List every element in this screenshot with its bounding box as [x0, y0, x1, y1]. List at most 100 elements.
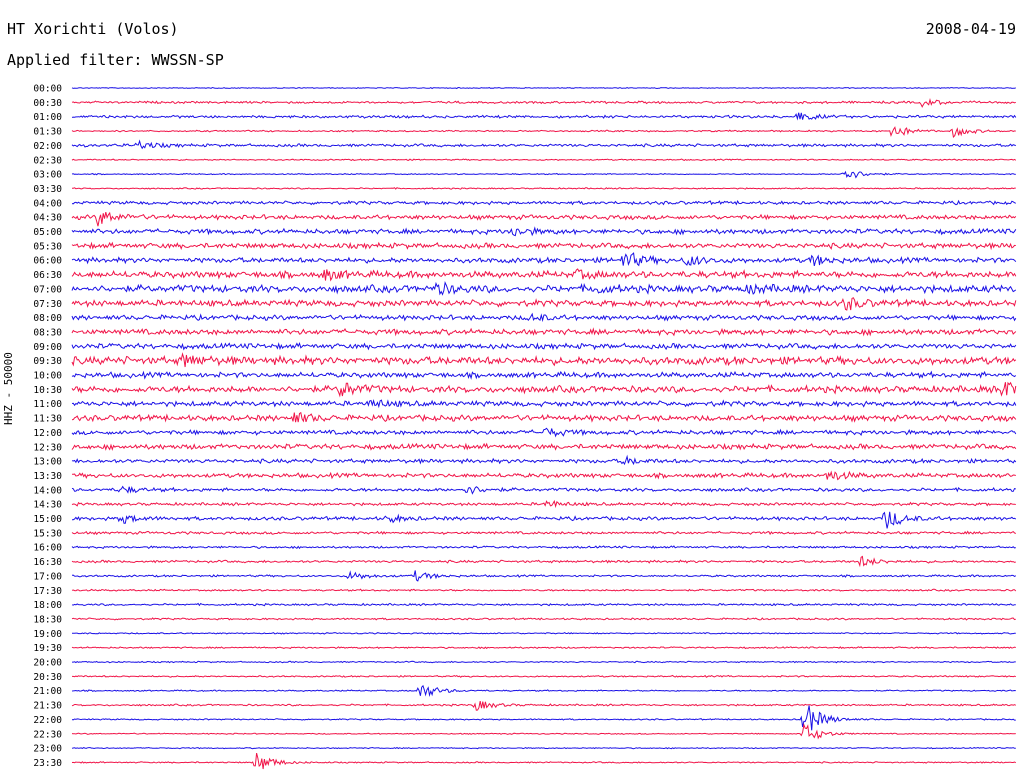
trace-line: [71, 112, 1017, 121]
trace-line: [72, 674, 1016, 678]
trace-line: [71, 170, 1016, 179]
trace-line: [71, 187, 1016, 190]
trace-line: [71, 281, 1017, 296]
time-tick-label: 00:00: [33, 84, 62, 95]
time-tick-label: 05:30: [33, 241, 62, 252]
time-tick-label: 08:00: [33, 313, 62, 324]
trace-line: [71, 158, 1017, 162]
time-tick-label: 17:00: [33, 571, 62, 582]
time-tick-label: 16:30: [33, 557, 62, 568]
trace-line: [71, 199, 1017, 206]
time-tick-label: 23:00: [33, 744, 62, 755]
time-tick-label: 00:30: [33, 98, 62, 109]
seismic-traces: [71, 86, 1017, 770]
time-tick-label: 06:30: [33, 270, 62, 281]
time-tick-label: 17:30: [33, 586, 62, 597]
time-tick-label: 15:30: [33, 528, 62, 539]
time-tick-label: 08:30: [33, 327, 62, 338]
time-tick-label: 13:30: [33, 471, 62, 482]
trace-line: [71, 341, 1017, 351]
trace-line: [71, 570, 1017, 582]
trace-line: [71, 411, 1017, 423]
trace-line: [71, 252, 1017, 267]
trace-line: [71, 241, 1016, 251]
time-tick-label: 09:00: [33, 342, 62, 353]
trace-line: [71, 632, 1016, 635]
time-tick-label: 20:30: [33, 672, 62, 683]
time-tick-label: 04:00: [33, 198, 62, 209]
trace-line: [71, 297, 1017, 311]
time-tick-label: 16:00: [33, 543, 62, 554]
trace-line: [71, 646, 1016, 650]
trace-line: [71, 545, 1016, 550]
date-label: 2008-04-19: [925, 20, 1016, 38]
time-tick-label: 18:30: [33, 614, 62, 625]
trace-line: [71, 352, 1017, 368]
trace-line: [71, 684, 1016, 697]
time-tick-label: 22:00: [33, 715, 62, 726]
trace-line: [71, 381, 1017, 398]
time-tick-label: 10:00: [33, 371, 62, 382]
station-title: HT Xorichti (Volos): [7, 20, 179, 38]
time-tick-label: 19:30: [33, 643, 62, 654]
time-tick-label: 23:30: [33, 758, 62, 769]
filter-label: Applied filter: WWSSN-SP: [7, 51, 224, 69]
trace-line: [71, 370, 1017, 380]
time-tick-label: 03:00: [33, 170, 62, 181]
trace-line: [71, 723, 1016, 740]
time-tick-label: 06:00: [33, 256, 62, 267]
trace-line: [71, 499, 1016, 509]
trace-line: [71, 617, 1016, 621]
trace-line: [71, 427, 1017, 438]
trace-line: [71, 139, 1016, 150]
trace-line: [71, 752, 1017, 770]
time-tick-label: 02:00: [33, 141, 62, 152]
time-tick-label: 18:00: [33, 600, 62, 611]
trace-line: [71, 126, 1016, 139]
trace-line: [71, 470, 1016, 481]
trace-line: [71, 98, 1016, 108]
trace-line: [71, 442, 1017, 451]
time-tick-label: 10:30: [33, 385, 62, 396]
time-tick-label: 07:30: [33, 299, 62, 310]
time-tick-label: 21:30: [33, 701, 62, 712]
time-tick-label: 01:00: [33, 112, 62, 123]
time-tick-label: 12:30: [33, 442, 62, 453]
trace-line: [72, 660, 1016, 664]
time-tick-label: 04:30: [33, 213, 62, 224]
trace-line: [71, 327, 1017, 337]
trace-line: [71, 530, 1017, 536]
trace-line: [71, 555, 1016, 568]
time-tick-label: 15:00: [33, 514, 62, 525]
trace-line: [71, 226, 1017, 237]
time-tick-label: 22:30: [33, 729, 62, 740]
trace-line: [71, 399, 1017, 409]
time-tick-label: 05:00: [33, 227, 62, 238]
time-tick-label: 09:30: [33, 356, 62, 367]
trace-line: [71, 86, 1016, 90]
trace-line: [71, 454, 1017, 466]
time-tick-label: 14:00: [33, 485, 62, 496]
time-tick-label: 13:00: [33, 457, 62, 468]
time-tick-label: 11:00: [33, 399, 62, 410]
trace-line: [72, 511, 1017, 529]
time-tick-label: 03:30: [33, 184, 62, 195]
time-tick-labels: 00:00 00:30 01:00 01:30 02:00 02:30 03:00 03:30…: [33, 84, 62, 769]
time-tick-label: 01:30: [33, 127, 62, 138]
time-tick-label: 14:30: [33, 500, 62, 511]
trace-line: [71, 588, 1017, 592]
trace-line: [71, 268, 1017, 282]
trace-line: [71, 211, 1017, 227]
trace-line: [71, 485, 1016, 495]
trace-line: [71, 705, 1016, 731]
time-tick-label: 19:00: [33, 629, 62, 640]
trace-line: [71, 602, 1016, 607]
trace-line: [71, 312, 1017, 323]
time-tick-label: 12:00: [33, 428, 62, 439]
trace-line: [71, 701, 1017, 711]
trace-line: [71, 746, 1016, 750]
time-tick-label: 20:00: [33, 658, 62, 669]
time-tick-label: 02:30: [33, 155, 62, 166]
time-tick-label: 21:00: [33, 686, 62, 697]
